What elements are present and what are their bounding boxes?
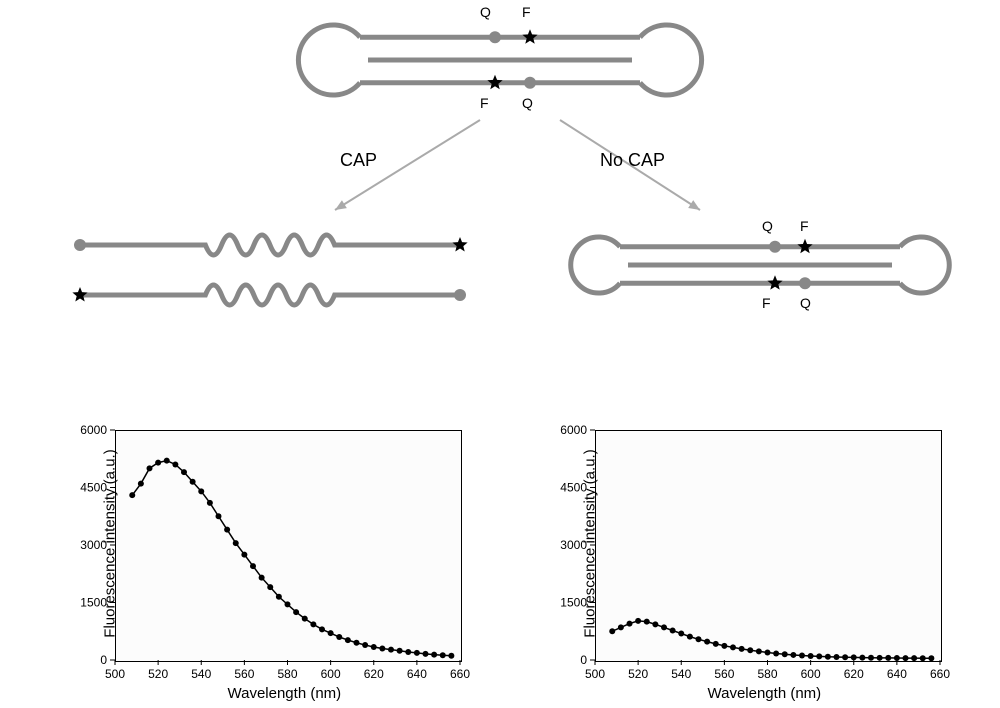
svg-text:660: 660 — [450, 667, 470, 681]
svg-text:6000: 6000 — [560, 425, 587, 437]
f-label-top-2: F — [480, 95, 489, 111]
chart-right-ylabel: Fluorescence intensity (a.u.) — [582, 444, 599, 644]
svg-text:500: 500 — [585, 667, 605, 681]
chart-right-plot: 5005205405605806006206406600150030004500… — [550, 425, 955, 705]
svg-text:520: 520 — [628, 667, 648, 681]
diagram-canvas — [0, 0, 1000, 420]
svg-text:540: 540 — [191, 667, 211, 681]
svg-text:560: 560 — [234, 667, 254, 681]
svg-text:0: 0 — [580, 653, 587, 667]
svg-text:640: 640 — [407, 667, 427, 681]
q-label-top-1: Q — [480, 4, 491, 20]
f-label-right-2: F — [762, 295, 771, 311]
svg-text:540: 540 — [671, 667, 691, 681]
f-label-right-1: F — [800, 218, 809, 234]
svg-text:500: 500 — [105, 667, 125, 681]
svg-text:660: 660 — [930, 667, 950, 681]
svg-text:600: 600 — [321, 667, 341, 681]
svg-text:580: 580 — [277, 667, 297, 681]
chart-left-plot: 5005205405605806006206406600150030004500… — [70, 425, 475, 705]
svg-text:600: 600 — [801, 667, 821, 681]
q-label-right-2: Q — [800, 295, 811, 311]
chart-right-xlabel: Wavelength (nm) — [708, 685, 822, 702]
svg-text:620: 620 — [364, 667, 384, 681]
nocap-label: No CAP — [600, 150, 665, 171]
cap-label: CAP — [340, 150, 377, 171]
svg-text:620: 620 — [844, 667, 864, 681]
chart-left-xlabel: Wavelength (nm) — [228, 685, 342, 702]
svg-text:520: 520 — [148, 667, 168, 681]
svg-text:560: 560 — [714, 667, 734, 681]
svg-text:580: 580 — [757, 667, 777, 681]
svg-text:640: 640 — [887, 667, 907, 681]
q-label-right-1: Q — [762, 218, 773, 234]
f-label-top-1: F — [522, 4, 531, 20]
chart-left-ylabel: Fluorescence intensity (a.u.) — [102, 444, 119, 644]
q-label-top-2: Q — [522, 95, 533, 111]
svg-text:0: 0 — [100, 653, 107, 667]
svg-text:6000: 6000 — [80, 425, 107, 437]
